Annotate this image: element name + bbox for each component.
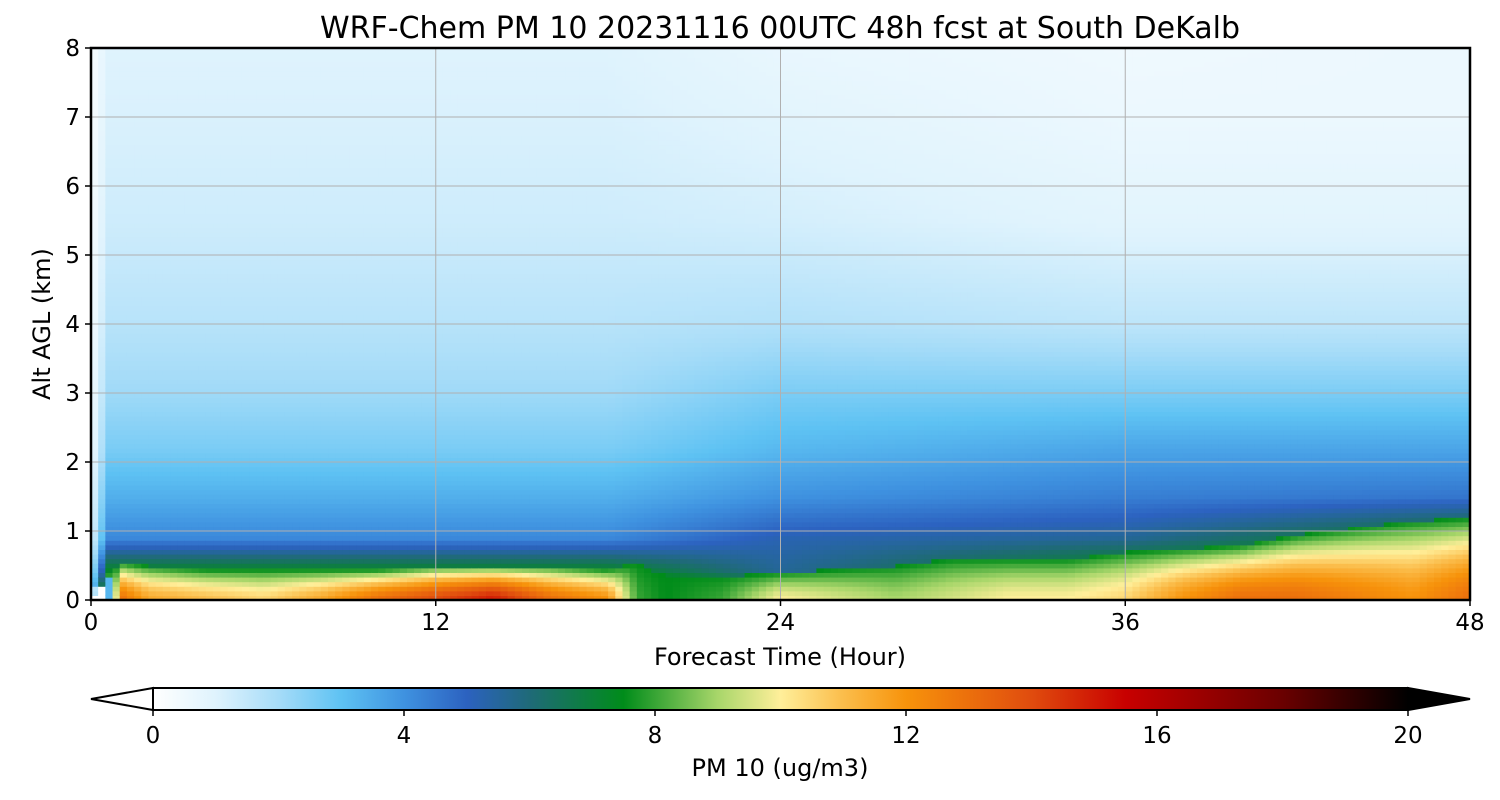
colorbar-gradient <box>153 688 1408 710</box>
colorbar-tick-label: 8 <box>648 723 663 749</box>
y-tick-label: 7 <box>65 105 80 131</box>
x-tick-label: 36 <box>1111 610 1140 636</box>
y-tick-label: 2 <box>65 450 80 476</box>
colorbar-tick-label: 20 <box>1393 723 1422 749</box>
colorbar-over-extension <box>1407 686 1471 712</box>
colorbar: 0 4 8 12 16 20 PM 10 (ug/m3) <box>90 686 1471 782</box>
y-tick-label: 3 <box>65 381 80 407</box>
chart-title: WRF-Chem PM 10 20231116 00UTC 48h fcst a… <box>320 11 1240 46</box>
x-tick-label: 24 <box>766 610 795 636</box>
colorbar-tick-label: 12 <box>891 723 920 749</box>
x-tick-label: 48 <box>1455 610 1484 636</box>
colorbar-tick-label: 16 <box>1142 723 1171 749</box>
colorbar-under-extension <box>90 686 154 712</box>
pm10-contour-field <box>91 48 1470 600</box>
colorbar-tick-label: 0 <box>146 723 161 749</box>
y-axis-ticks: 0 1 2 3 4 5 6 7 8 <box>65 36 91 614</box>
y-axis-label: Alt AGL (km) <box>28 248 56 400</box>
colorbar-label: PM 10 (ug/m3) <box>692 754 869 782</box>
colorbar-ticks: 0 4 8 12 16 20 <box>146 710 1423 749</box>
y-tick-label: 5 <box>65 243 80 269</box>
y-tick-label: 8 <box>65 36 80 62</box>
x-axis-label: Forecast Time (Hour) <box>654 643 906 671</box>
x-tick-label: 12 <box>421 610 450 636</box>
colorbar-tick-label: 4 <box>397 723 412 749</box>
y-tick-label: 1 <box>65 519 80 545</box>
x-tick-label: 0 <box>84 610 99 636</box>
y-tick-label: 0 <box>65 588 80 614</box>
colorbar-frame <box>152 687 1409 711</box>
y-tick-label: 4 <box>65 312 80 338</box>
y-tick-label: 6 <box>65 174 80 200</box>
x-axis-ticks: 0 12 24 36 48 <box>84 600 1485 636</box>
